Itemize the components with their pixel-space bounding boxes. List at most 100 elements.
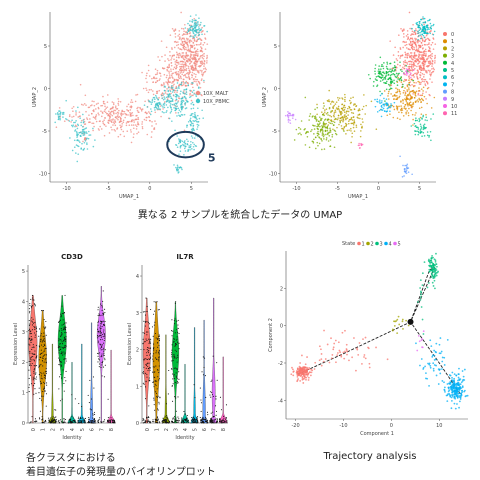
data-point bbox=[191, 148, 193, 150]
data-point bbox=[406, 110, 408, 112]
jitter-point bbox=[78, 403, 80, 405]
data-point bbox=[187, 148, 190, 151]
jitter-point bbox=[177, 327, 179, 329]
y-tick-label: 0 bbox=[44, 87, 47, 93]
data-point bbox=[313, 116, 316, 118]
data-point bbox=[420, 106, 423, 109]
data-point bbox=[75, 114, 77, 116]
jitter-point bbox=[185, 422, 187, 424]
data-point bbox=[381, 93, 383, 95]
data-point bbox=[431, 41, 434, 44]
data-point bbox=[196, 128, 198, 131]
data-point bbox=[352, 126, 355, 129]
jitter-point bbox=[71, 416, 73, 418]
data-point bbox=[405, 65, 408, 67]
data-point bbox=[75, 110, 77, 112]
data-point bbox=[404, 91, 407, 93]
data-point bbox=[78, 140, 80, 142]
data-point bbox=[403, 67, 405, 70]
data-point bbox=[415, 117, 417, 119]
violin-shape bbox=[190, 327, 199, 424]
data-point bbox=[97, 128, 100, 130]
jitter-point bbox=[77, 419, 79, 421]
data-point bbox=[417, 48, 420, 50]
data-point bbox=[410, 76, 412, 79]
jitter-point bbox=[29, 352, 31, 354]
data-point bbox=[348, 99, 351, 102]
data-point bbox=[341, 103, 344, 106]
data-point bbox=[408, 102, 411, 104]
data-point bbox=[414, 72, 416, 75]
data-point bbox=[434, 260, 437, 263]
jitter-point bbox=[45, 367, 47, 370]
data-point bbox=[414, 124, 417, 127]
jitter-point bbox=[82, 419, 84, 421]
data-point bbox=[425, 34, 428, 37]
jitter-point bbox=[97, 309, 99, 311]
data-point bbox=[361, 125, 363, 128]
data-point bbox=[314, 116, 317, 119]
y-tick-label: 2 bbox=[280, 286, 283, 292]
data-point bbox=[171, 98, 174, 101]
jitter-point bbox=[74, 419, 76, 421]
jitter-point bbox=[215, 414, 217, 416]
data-point bbox=[173, 89, 175, 91]
data-point bbox=[401, 107, 403, 110]
data-point bbox=[181, 73, 184, 76]
data-point bbox=[436, 271, 439, 274]
data-point bbox=[337, 341, 340, 344]
data-point bbox=[184, 92, 186, 95]
data-point bbox=[189, 56, 192, 59]
data-point bbox=[312, 142, 315, 144]
data-point bbox=[200, 28, 202, 31]
data-point bbox=[311, 116, 314, 118]
data-point bbox=[419, 66, 422, 68]
data-point bbox=[418, 98, 421, 101]
data-point bbox=[321, 134, 324, 136]
data-point bbox=[150, 88, 152, 91]
jitter-point bbox=[97, 314, 99, 317]
data-point bbox=[399, 118, 401, 121]
jitter-point bbox=[145, 338, 147, 340]
y-tick-label: 0 bbox=[136, 421, 139, 427]
jitter-point bbox=[142, 338, 144, 340]
data-point bbox=[387, 90, 390, 93]
data-point bbox=[421, 78, 423, 80]
x-tick-label: 5 bbox=[190, 186, 193, 192]
jitter-point bbox=[178, 418, 180, 420]
data-point bbox=[193, 89, 195, 92]
jitter-point bbox=[34, 365, 36, 367]
data-point bbox=[417, 41, 419, 44]
data-point bbox=[195, 73, 197, 76]
data-point bbox=[193, 80, 196, 83]
data-point bbox=[329, 114, 331, 117]
x-tick-label: 0 bbox=[377, 186, 380, 192]
data-point bbox=[127, 109, 130, 112]
jitter-point bbox=[72, 417, 74, 419]
jitter-point bbox=[49, 421, 51, 423]
data-point bbox=[353, 130, 356, 132]
jitter-point bbox=[38, 346, 41, 348]
jitter-point bbox=[102, 324, 105, 326]
data-point bbox=[83, 102, 86, 105]
jitter-point bbox=[172, 418, 174, 420]
jitter-point bbox=[212, 395, 215, 397]
data-point bbox=[71, 125, 74, 128]
data-point bbox=[310, 371, 313, 374]
jitter-point bbox=[153, 366, 155, 368]
data-point bbox=[374, 70, 376, 73]
data-point bbox=[414, 43, 417, 45]
data-point bbox=[412, 48, 414, 51]
data-point bbox=[170, 57, 173, 59]
data-point bbox=[422, 21, 425, 24]
data-point bbox=[431, 52, 433, 55]
data-point bbox=[340, 355, 343, 358]
data-point bbox=[190, 143, 192, 146]
jitter-point bbox=[80, 421, 82, 423]
data-point bbox=[187, 67, 190, 69]
jitter-point bbox=[149, 353, 152, 355]
data-point bbox=[332, 107, 335, 110]
data-point bbox=[456, 396, 459, 399]
data-point bbox=[334, 117, 337, 120]
